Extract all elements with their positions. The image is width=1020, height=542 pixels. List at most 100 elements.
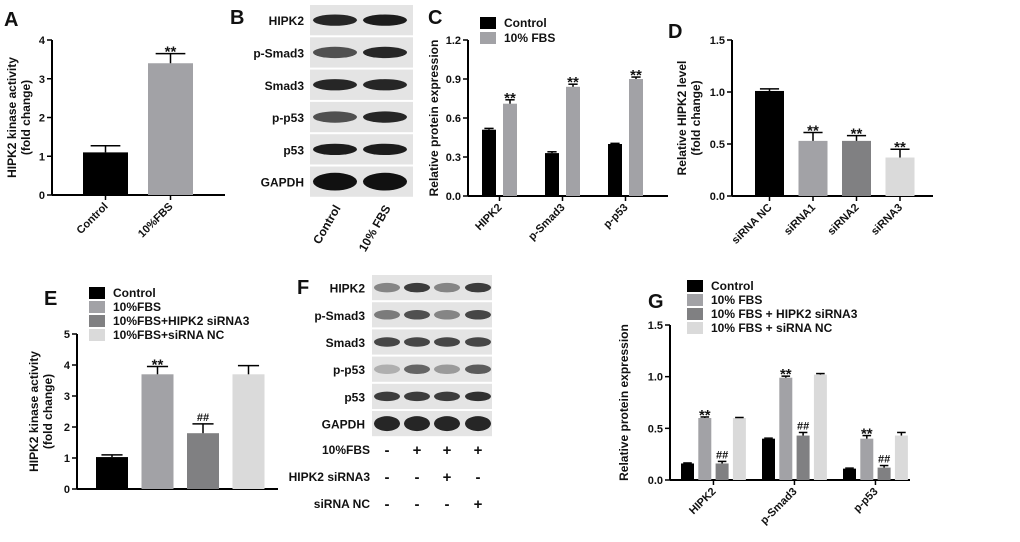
chart-panel-d: 0.0 0.5 1.0 1.5 Relative HIPK2 level (fold ch…: [675, 35, 933, 247]
protein-band: [363, 172, 407, 191]
bar: [715, 463, 729, 480]
y-tick-label: 4: [64, 360, 71, 372]
y-tick-label: 0.3: [446, 152, 461, 164]
panel-label-f: F: [297, 277, 309, 299]
bar: [798, 140, 828, 196]
bar: [187, 433, 219, 489]
x-tick-label: HIPK2: [473, 202, 504, 233]
western-blot-f: HIPK2 p-Smad3 Smad3 p-p53 p53 GAPDH 10%FBS - + + +…: [289, 275, 492, 513]
legend-label: 10%FBS+siRNA NC: [113, 328, 225, 342]
lane-label: 10% FBS: [356, 203, 394, 254]
y-axis-label: Relative HIPK2 level: [675, 61, 689, 176]
significance-mark: **: [630, 67, 642, 84]
bar: [545, 153, 559, 196]
y-axis-label: (fold change): [19, 80, 33, 155]
x-tick-label: siRNA3: [869, 202, 905, 238]
significance-mark: **: [699, 407, 711, 424]
bar: [503, 103, 517, 196]
legend-label: Control: [113, 286, 156, 300]
protein-band: [374, 364, 400, 374]
protein-band: [434, 391, 460, 402]
legend-swatch: [89, 315, 105, 327]
x-tick-label: siRNA2: [825, 202, 861, 238]
legend-swatch: [89, 329, 105, 341]
y-tick-label: 0.0: [648, 475, 663, 487]
y-tick-label: 3: [64, 391, 70, 403]
legend-swatch: [687, 294, 703, 306]
y-tick-label: 1: [64, 453, 70, 465]
protein-band: [374, 282, 400, 293]
y-axis-label: HIPK2 kinase activity: [5, 57, 19, 178]
bar: [232, 374, 265, 489]
bar: [698, 418, 712, 480]
y-tick-label: 1.2: [446, 35, 461, 47]
condition-label: 10%FBS: [322, 443, 370, 457]
blot-row-label: p-p53: [272, 111, 304, 125]
legend-swatch: [89, 287, 105, 299]
y-tick-label: 4: [39, 35, 46, 47]
x-tick-label: Control: [74, 201, 110, 237]
y-tick-label: 0.5: [648, 423, 663, 435]
significance-mark: **: [807, 123, 819, 140]
bar: [860, 438, 874, 480]
x-tick-label: p-Smad3: [758, 486, 799, 527]
bar: [843, 468, 856, 480]
bar: [608, 144, 622, 196]
y-tick-label: 0.9: [446, 74, 461, 86]
protein-band: [465, 391, 491, 402]
bar: [755, 90, 784, 196]
x-tick-label: siRNA1: [782, 202, 818, 238]
condition-sign: +: [443, 442, 452, 459]
panel-label-c: C: [428, 7, 442, 29]
protein-band: [313, 14, 357, 26]
legend-swatch: [687, 280, 703, 292]
bar: [779, 377, 793, 480]
blot-row-label: GAPDH: [261, 176, 304, 190]
blot-row-label: p53: [283, 143, 304, 157]
significance-mark: **: [851, 126, 863, 143]
y-axis-label: (fold change): [41, 374, 55, 449]
blot-row-label: p-Smad3: [314, 309, 365, 323]
legend-label: 10% FBS + HIPK2 siRNA3: [711, 307, 858, 321]
condition-sign: +: [443, 469, 452, 486]
x-tick-label: p-p53: [851, 486, 880, 515]
legend-label: 10% FBS: [504, 31, 555, 45]
protein-band: [363, 143, 407, 156]
protein-band: [465, 337, 491, 347]
protein-band: [313, 143, 357, 156]
y-axis-label: Relative protein expression: [617, 324, 631, 481]
significance-mark: **: [504, 90, 516, 107]
y-tick-label: 0.0: [710, 191, 725, 203]
blot-row-label: p-p53: [333, 363, 365, 377]
significance-mark: **: [152, 357, 164, 374]
blot-row-label: HIPK2: [330, 282, 366, 296]
condition-sign: -: [385, 469, 390, 486]
y-tick-label: 3: [39, 74, 45, 86]
bar: [83, 152, 128, 195]
condition-label: HIPK2 siRNA3: [289, 470, 371, 484]
protein-band: [434, 282, 460, 293]
bar: [885, 157, 915, 196]
significance-mark: **: [894, 139, 906, 156]
protein-band: [465, 364, 491, 374]
lane-label: Control: [310, 203, 343, 247]
y-tick-label: 5: [64, 329, 70, 341]
y-tick-label: 1.0: [648, 372, 663, 384]
panel-label-a: A: [4, 9, 18, 31]
significance-mark: ##: [878, 454, 890, 466]
y-tick-label: 1: [39, 151, 45, 163]
condition-sign: +: [413, 442, 422, 459]
chart-panel-c: 0.0 0.3 0.6 0.9 1.2 Relative protein expressi…: [427, 16, 668, 243]
protein-band: [363, 14, 407, 26]
protein-band: [374, 310, 400, 320]
protein-band: [434, 364, 460, 374]
blot-row-label: p53: [344, 390, 365, 404]
y-axis-label: HIPK2 kinase activity: [27, 351, 41, 472]
y-tick-label: 0: [39, 190, 45, 202]
bar: [148, 63, 193, 195]
bar: [566, 86, 580, 196]
significance-mark: **: [861, 426, 873, 443]
blot-row-label: p-Smad3: [253, 46, 304, 60]
legend-swatch: [687, 322, 703, 334]
